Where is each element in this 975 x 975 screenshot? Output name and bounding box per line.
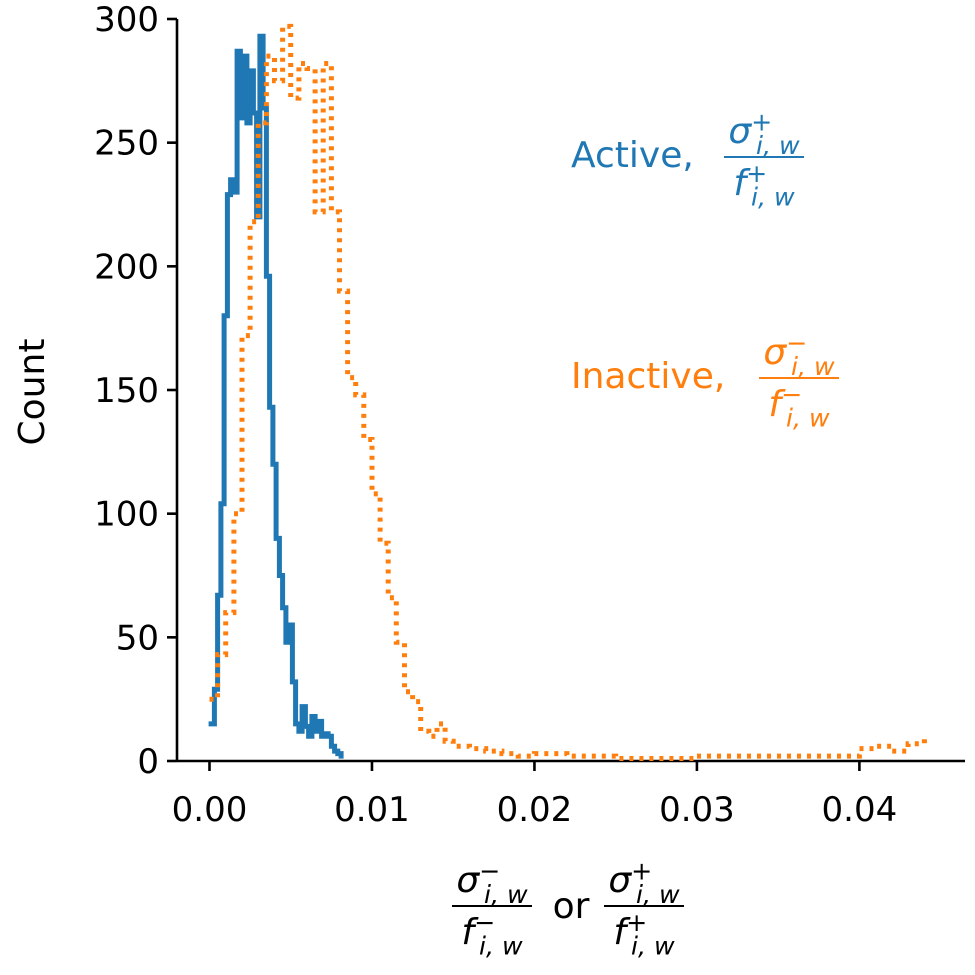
legend-name-active: Active, bbox=[571, 135, 694, 176]
fraction-numerator: σ− i, w bbox=[763, 328, 835, 380]
y-tick-label: 300 bbox=[94, 0, 159, 40]
fraction-denominator: f− i, w bbox=[768, 380, 830, 432]
x-axis-label-connector: or bbox=[553, 886, 590, 927]
x-axis-ticks: 0.00 0.01 0.02 0.03 0.04 bbox=[172, 761, 898, 830]
fraction-denominator: f− i, w bbox=[461, 908, 523, 960]
y-tick-label: 250 bbox=[94, 124, 159, 164]
legend-label-active: Active, σ+ i, wf+ i, w bbox=[571, 107, 804, 212]
fraction-denominator: f+ i, w bbox=[733, 159, 795, 211]
legend-label-inactive: Inactive, σ− i, wf− i, w bbox=[571, 328, 839, 433]
series-line-active bbox=[208, 33, 344, 759]
legend-name-inactive: Inactive, bbox=[571, 356, 725, 397]
y-axis-ticks: 0 50 100 150 200 250 300 bbox=[94, 0, 177, 782]
fraction-numerator: σ+ i, w bbox=[728, 107, 800, 159]
series-lines bbox=[208, 23, 927, 761]
y-tick-label: 200 bbox=[94, 247, 159, 287]
x-tick-label: 0.04 bbox=[822, 790, 898, 830]
y-axis-label: Count bbox=[12, 339, 53, 446]
x-tick-label: 0.01 bbox=[334, 790, 410, 830]
x-axis-label: σ− i, wf− i, w or σ+ i, wf+ i, w bbox=[452, 856, 684, 961]
x-tick-label: 0.03 bbox=[659, 790, 735, 830]
x-tick-label: 0.00 bbox=[172, 790, 248, 830]
fraction-denominator: f+ i, w bbox=[613, 908, 675, 960]
fraction-numerator: σ+ i, w bbox=[608, 856, 680, 908]
fraction-numerator: σ− i, w bbox=[456, 856, 528, 908]
y-tick-label: 0 bbox=[137, 742, 159, 782]
y-tick-label: 150 bbox=[94, 371, 159, 411]
y-tick-label: 50 bbox=[116, 618, 159, 658]
series-line-inactive bbox=[209, 23, 927, 761]
y-tick-label: 100 bbox=[94, 495, 159, 535]
x-tick-label: 0.02 bbox=[497, 790, 573, 830]
